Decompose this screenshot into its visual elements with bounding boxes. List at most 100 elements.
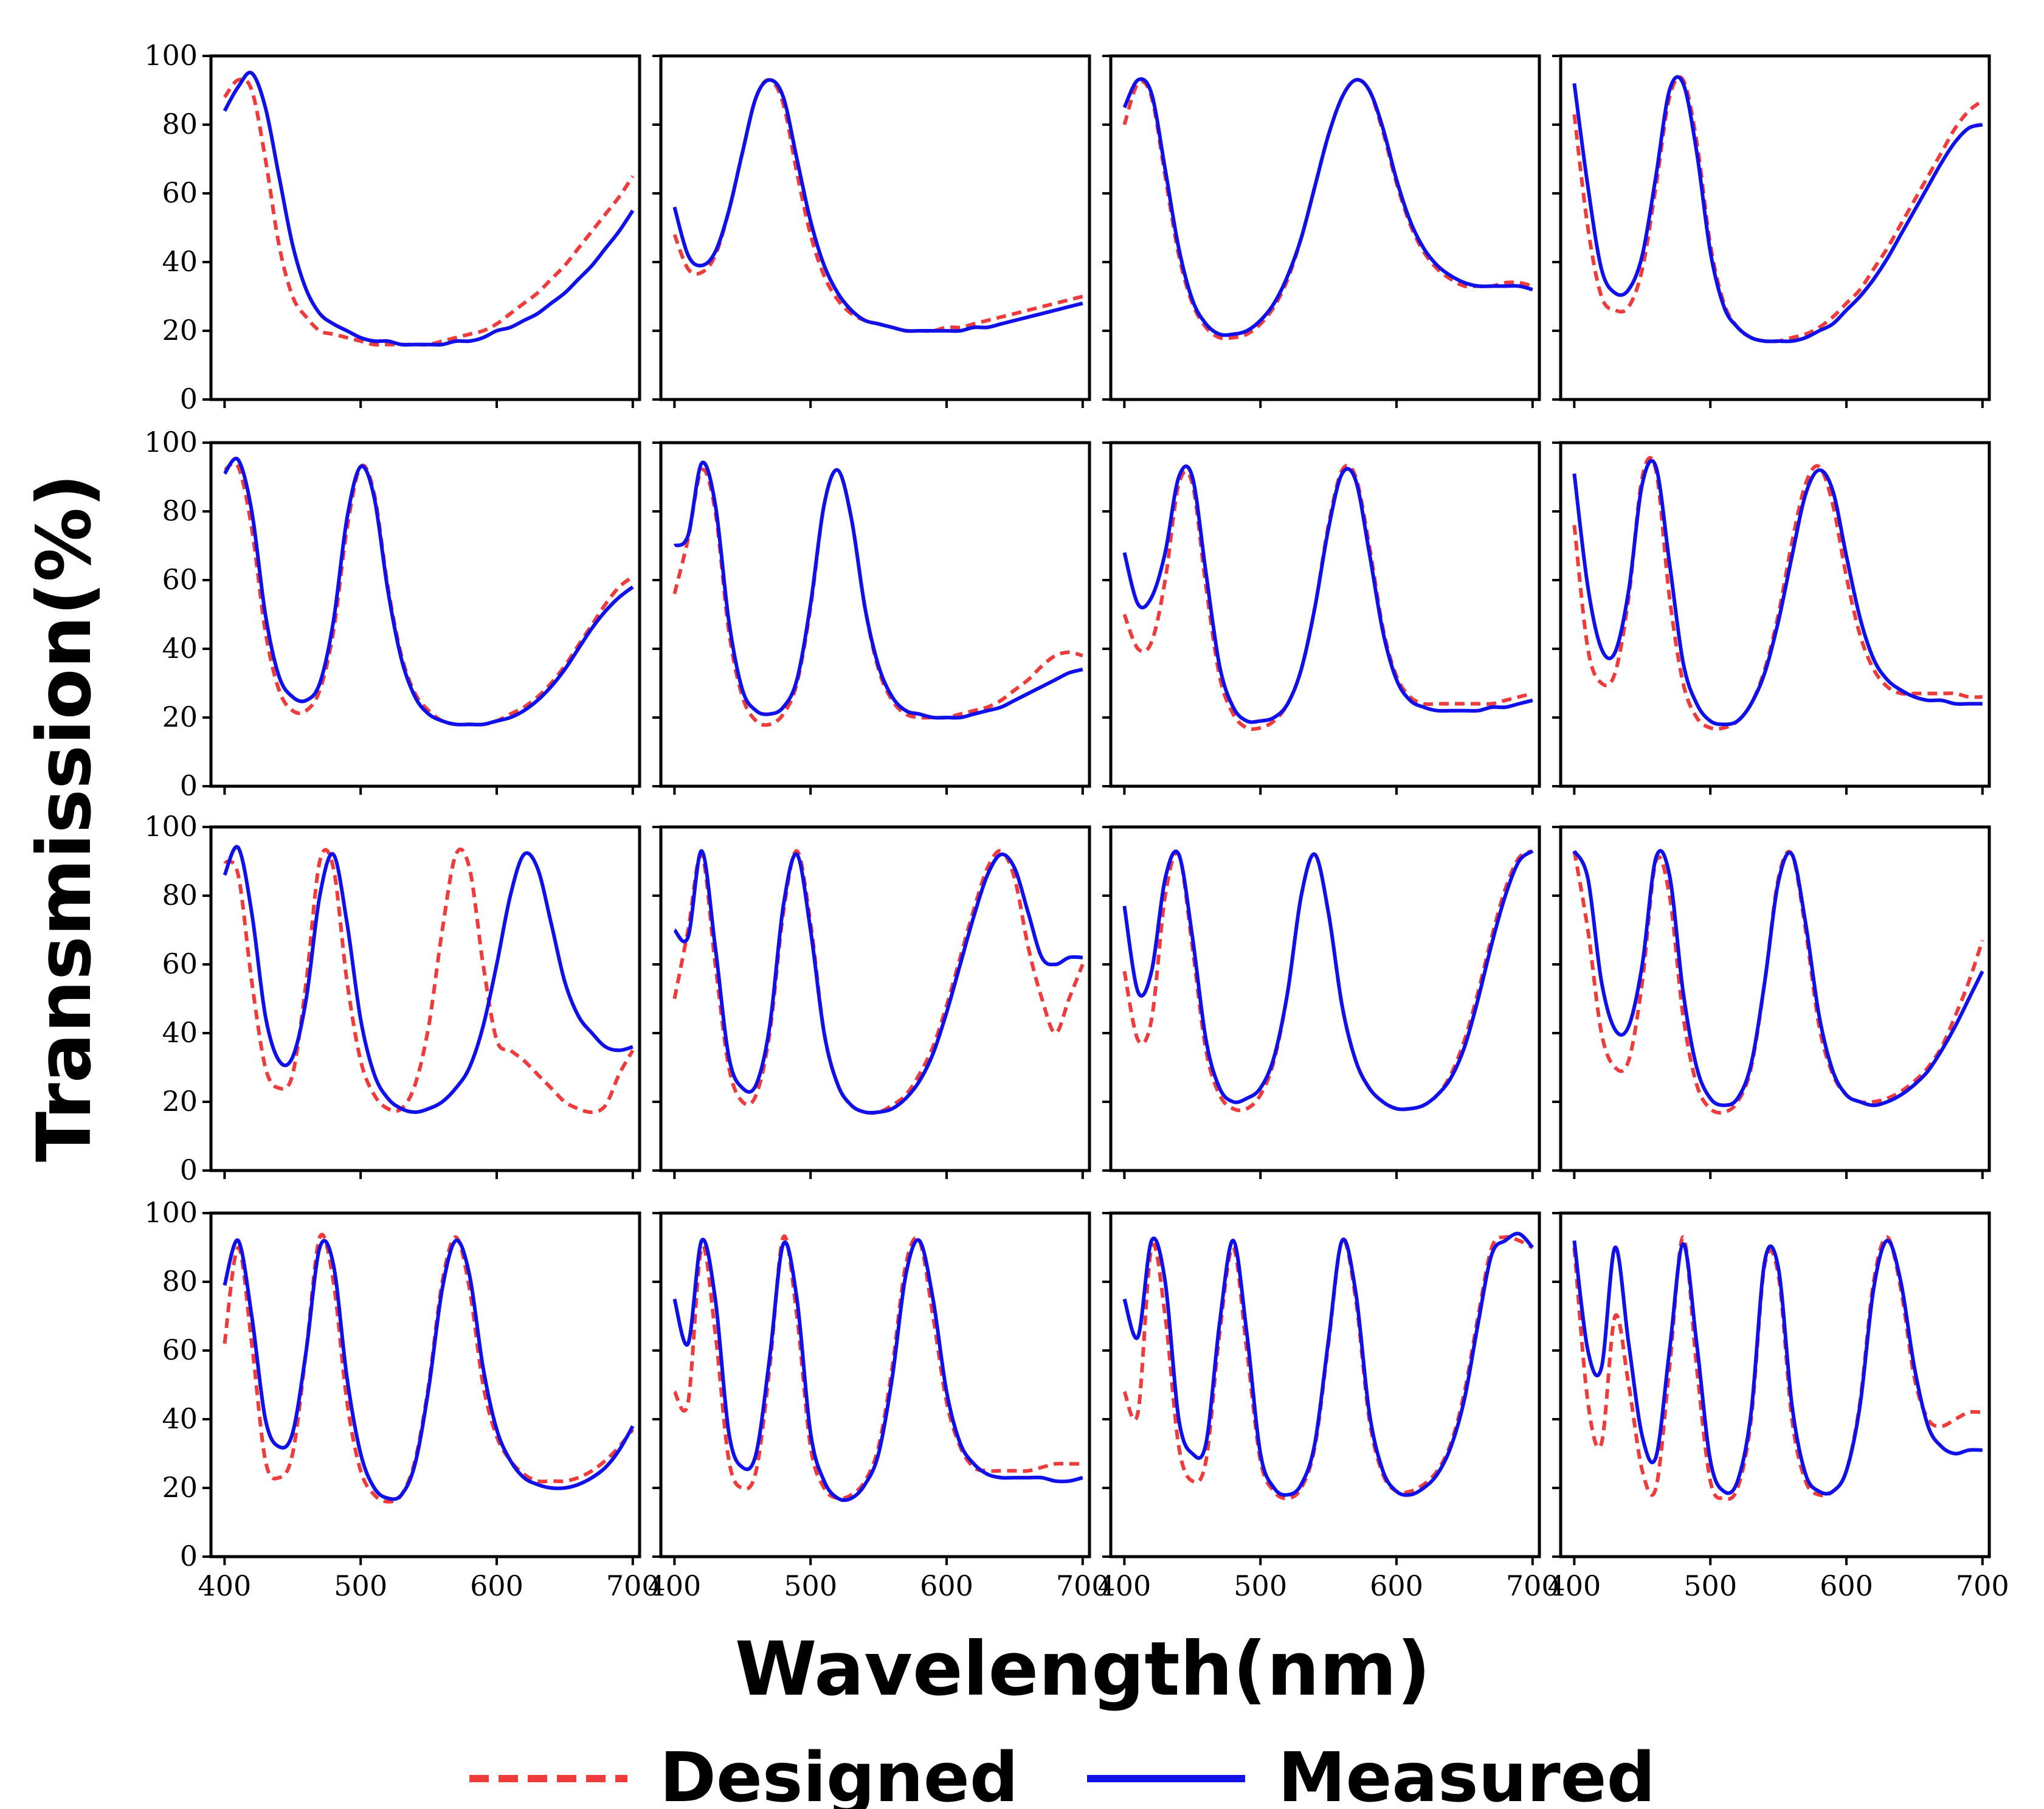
designed-series-line — [1572, 75, 1984, 344]
designed-series-line — [1572, 455, 1983, 731]
panels-layer: 0 20 40 60 80 100 0 20 40 60 80 100 0 20 40 60 80 100 0 20 4… — [144, 39, 2009, 1602]
x-tick-label: 700 — [1956, 1569, 2009, 1602]
y-tick-label: 100 — [144, 1196, 198, 1229]
measured-series-line — [1122, 77, 1533, 337]
panel-r1c4 — [1552, 54, 1991, 408]
panel-frame — [209, 54, 641, 401]
y-tick-label: 0 — [180, 382, 198, 415]
measured-series-line — [1572, 849, 1984, 1107]
panel-frame — [1109, 825, 1541, 1172]
y-tick-label: 80 — [162, 108, 198, 140]
designed-series-line — [223, 1233, 635, 1504]
x-tick-label: 700 — [1506, 1569, 1559, 1602]
panel-frame — [1109, 441, 1541, 788]
panel-r4c3: 400 500 600 700 — [1097, 1211, 1559, 1602]
panel-r3c3 — [1102, 825, 1541, 1179]
panel-r1c1: 0 20 40 60 80 100 — [144, 39, 641, 415]
y-tick-label: 80 — [162, 1265, 198, 1298]
y-tick-label: 0 — [180, 1154, 198, 1186]
panel-frame — [659, 441, 1091, 788]
x-tick-label: 600 — [470, 1569, 523, 1602]
panel-frame — [1109, 1211, 1541, 1558]
measured-series-line — [1122, 464, 1533, 724]
y-tick-label: 60 — [162, 563, 198, 596]
x-tick-label: 400 — [647, 1569, 701, 1602]
y-axis-title: Transmission(%) — [21, 474, 108, 1162]
panel-frame — [1559, 1211, 1991, 1558]
x-tick-label: 600 — [920, 1569, 973, 1602]
measured-series-line — [1122, 849, 1534, 1112]
panel-r4c2: 400 500 600 700 — [647, 1211, 1110, 1602]
x-tick-label: 600 — [1370, 1569, 1423, 1602]
y-tick-label: 20 — [162, 1085, 198, 1118]
measured-series-line — [673, 849, 1083, 1115]
y-tick-label: 80 — [162, 494, 198, 527]
y-tick-label: 100 — [144, 426, 198, 458]
y-tick-label: 60 — [162, 176, 198, 209]
measured-series-line — [223, 1238, 635, 1501]
y-tick-label: 20 — [162, 1471, 198, 1504]
x-tick-label: 600 — [1820, 1569, 1873, 1602]
designed-series-line — [223, 461, 634, 727]
x-tick-label: 700 — [1056, 1569, 1110, 1602]
designed-series-line — [1122, 463, 1533, 732]
panel-frame — [1559, 825, 1991, 1172]
measured-series-line — [1572, 75, 1983, 344]
designed-series-line — [672, 1234, 1083, 1501]
panel-r3c1: 0 20 40 60 80 100 — [144, 810, 641, 1186]
designed-series-line — [672, 78, 1083, 333]
y-tick-label: 20 — [162, 700, 198, 733]
panel-frame — [1559, 441, 1991, 788]
panel-r3c2 — [652, 825, 1091, 1179]
y-tick-label: 80 — [162, 879, 198, 911]
x-tick-label: 500 — [1683, 1569, 1737, 1602]
measured-series-line — [672, 1237, 1083, 1503]
measured-series-line — [672, 78, 1083, 333]
y-tick-label: 40 — [162, 245, 198, 278]
measured-series-line — [1122, 1231, 1535, 1497]
panel-r2c3 — [1102, 441, 1541, 795]
panel-r3c4 — [1552, 825, 1991, 1179]
y-tick-label: 0 — [180, 769, 198, 802]
panel-frame — [659, 54, 1091, 401]
measured-series-line — [223, 845, 634, 1115]
legend: Designed Measured — [469, 1738, 1656, 1809]
y-tick-label: 0 — [180, 1540, 198, 1572]
x-tick-label: 500 — [334, 1569, 387, 1602]
measured-series-line — [1572, 1239, 1983, 1496]
x-tick-label: 500 — [784, 1569, 837, 1602]
y-tick-label: 100 — [144, 39, 198, 72]
designed-series-line — [672, 468, 1083, 727]
panel-r4c4: 400 500 600 700 — [1547, 1211, 2009, 1602]
panel-frame — [209, 825, 641, 1172]
y-tick-label: 60 — [162, 1333, 198, 1366]
panel-r4c1: 0 20 40 60 80 100 400 500 600 700 — [144, 1196, 660, 1602]
x-tick-label: 700 — [606, 1569, 660, 1602]
y-tick-label: 100 — [144, 810, 198, 843]
designed-series-line — [1572, 849, 1984, 1115]
panel-r1c2 — [652, 54, 1091, 408]
x-tick-label: 500 — [1234, 1569, 1287, 1602]
panel-frame — [209, 1211, 641, 1558]
panel-r2c2 — [652, 441, 1091, 795]
panel-frame — [1109, 54, 1541, 401]
panel-r1c3 — [1102, 54, 1541, 408]
designed-series-line — [223, 847, 635, 1115]
y-tick-label: 60 — [162, 947, 198, 980]
x-axis-title: Wavelength(nm) — [735, 1626, 1431, 1712]
legend-designed-label: Designed — [660, 1738, 1018, 1809]
measured-series-line — [223, 457, 634, 727]
measured-series-line — [673, 460, 1083, 720]
panel-frame — [1559, 54, 1991, 401]
panel-frame — [659, 825, 1091, 1172]
y-tick-label: 40 — [162, 1016, 198, 1049]
designed-series-line — [1122, 78, 1533, 341]
y-tick-label: 20 — [162, 314, 198, 347]
measured-series-line — [223, 71, 635, 347]
y-tick-label: 40 — [162, 1402, 198, 1435]
legend-measured-label: Measured — [1278, 1738, 1656, 1809]
panel-frame — [659, 1211, 1091, 1558]
measured-series-line — [1572, 458, 1983, 727]
panel-frame — [209, 441, 641, 788]
x-tick-label: 400 — [198, 1569, 251, 1602]
